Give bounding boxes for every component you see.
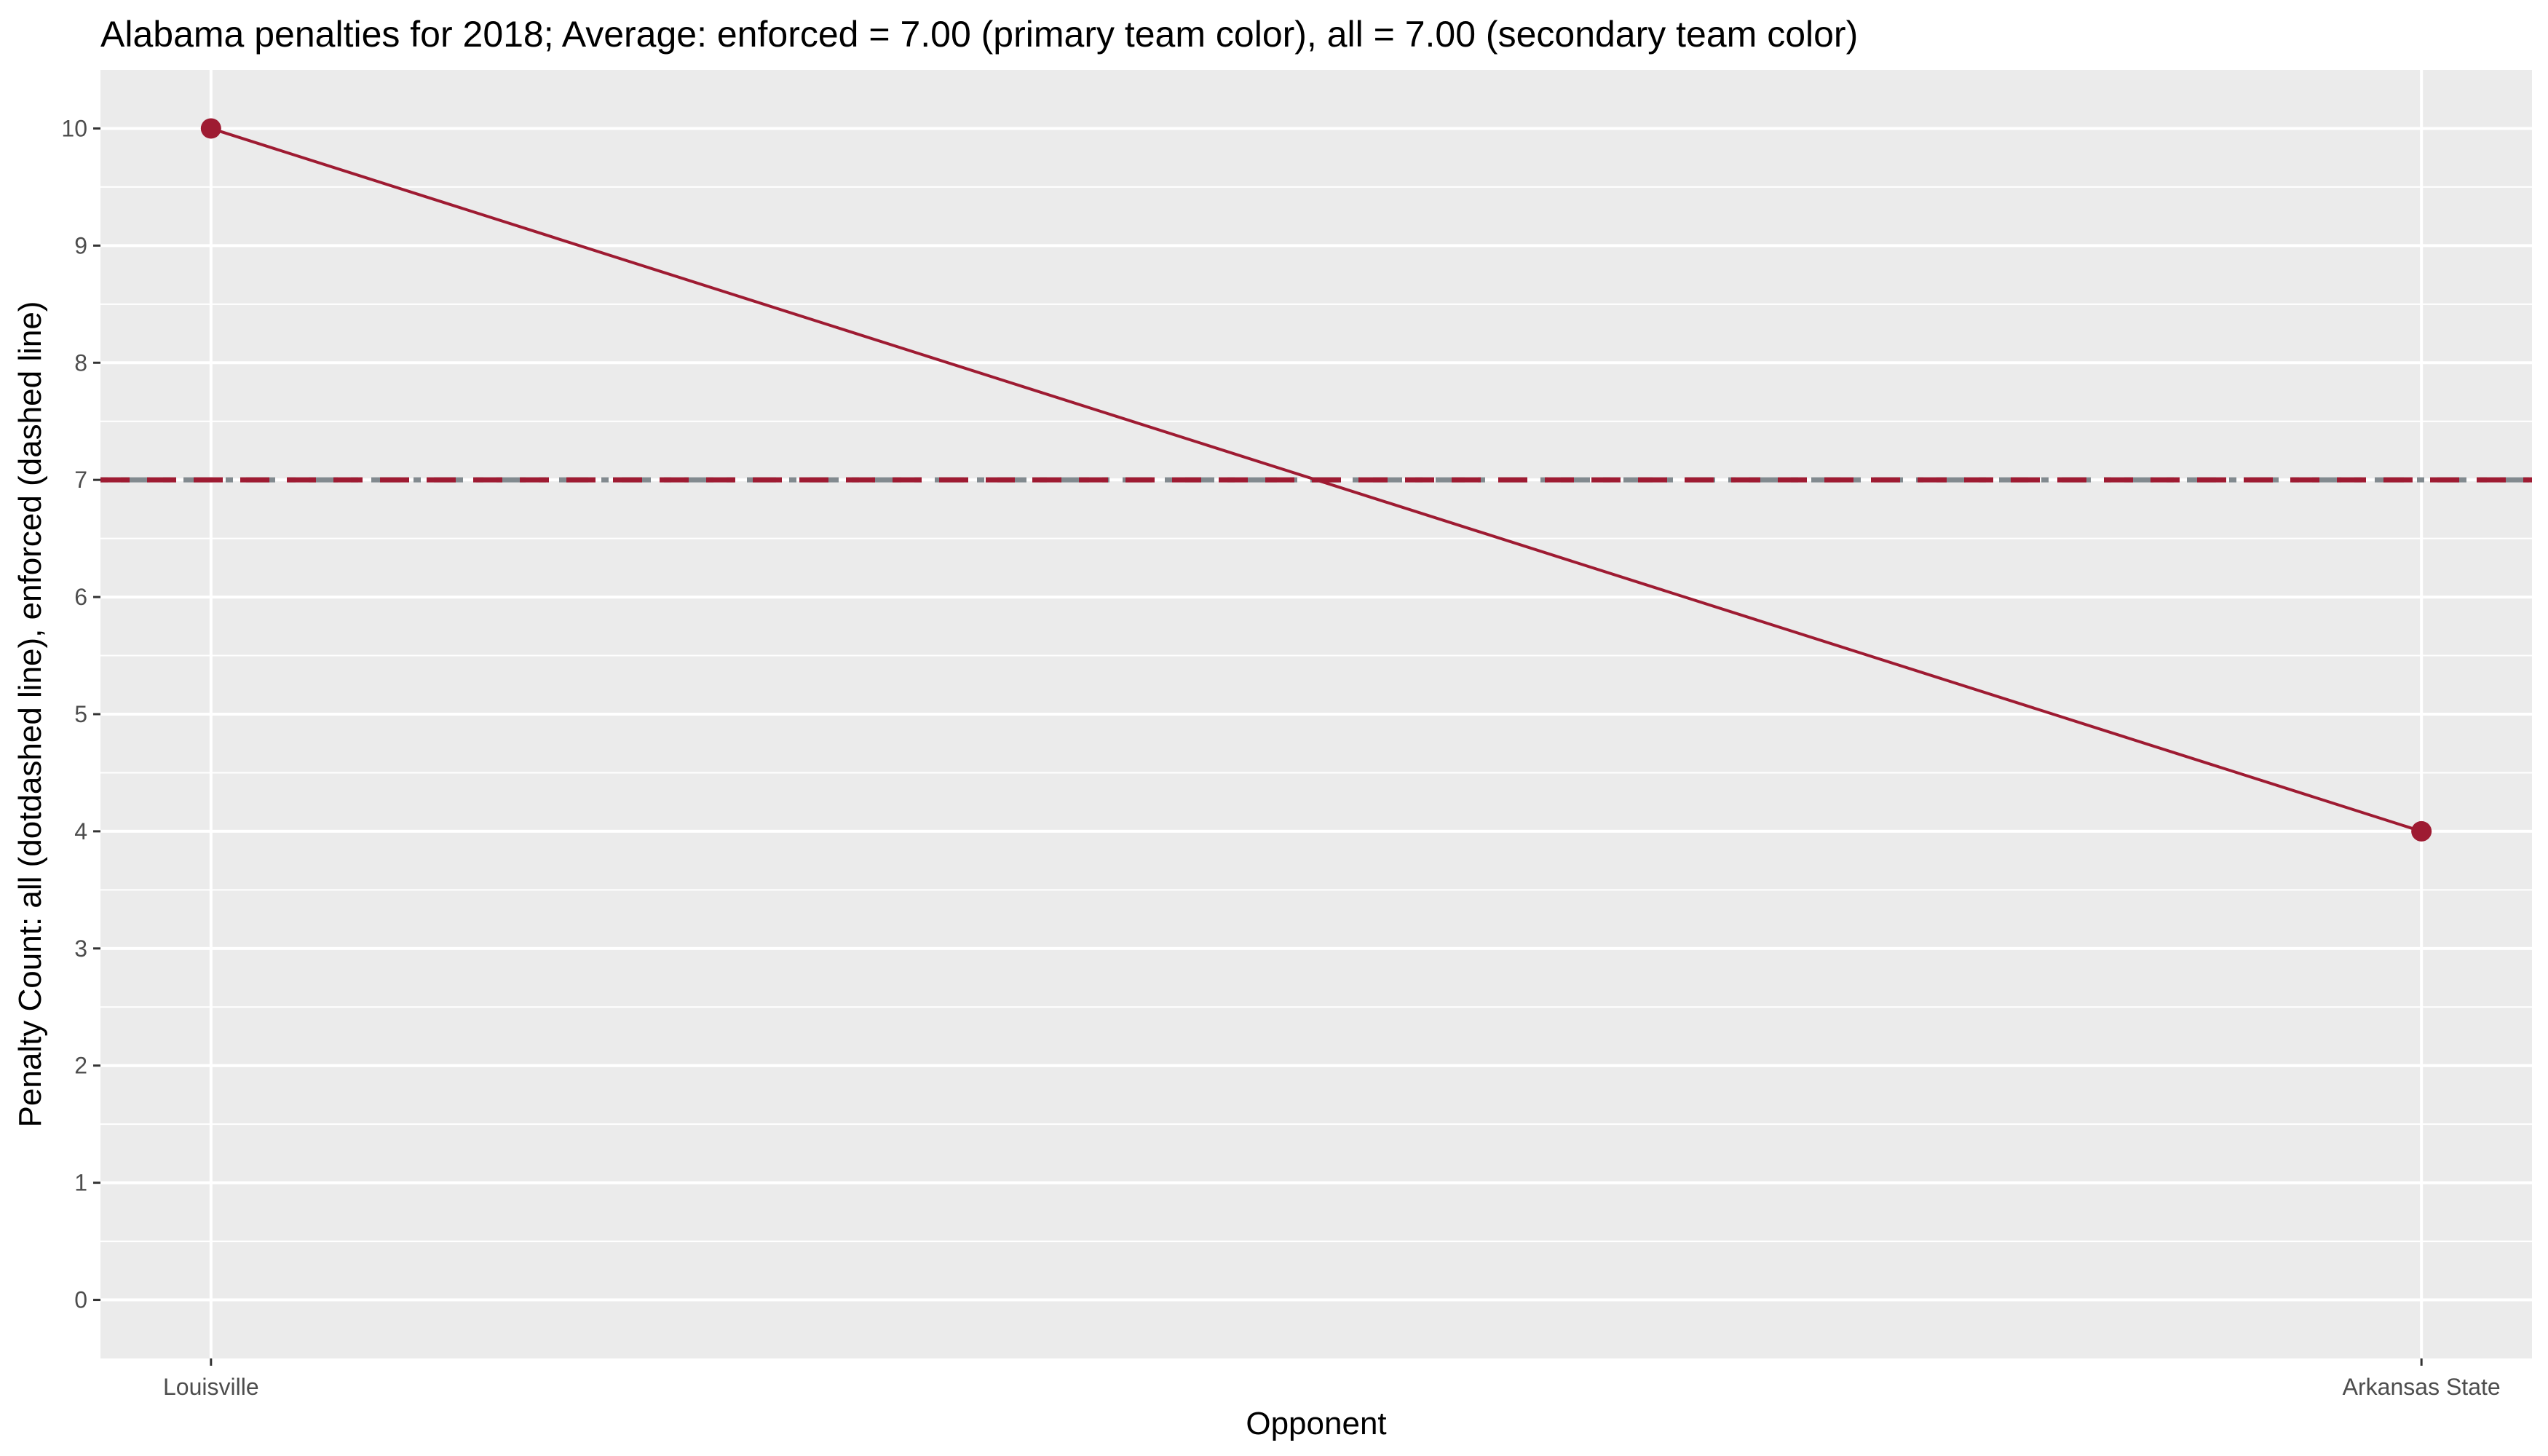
y-tick-label: 1 [74,1170,87,1196]
y-tick-label: 6 [74,584,87,610]
y-axis-title: Penalty Count: all (dotdashed line), enf… [12,301,48,1128]
y-tick-label: 3 [74,935,87,962]
x-axis-title: Opponent [1246,1406,1386,1441]
data-point [2411,820,2432,842]
x-axis: Louisville Arkansas State [163,1358,2501,1400]
series-line [210,127,2422,833]
chart-title: Alabama penalties for 2018; Average: enf… [100,14,1858,55]
series-layer [200,118,2432,842]
y-axis: 0 1 2 3 4 5 6 7 8 9 10 [61,115,100,1313]
x-tick-label: Louisville [163,1374,259,1400]
y-tick-label: 2 [74,1053,87,1079]
y-tick-label: 7 [74,467,87,493]
x-tick-label: Arkansas State [2343,1374,2501,1400]
y-tick-label: 0 [74,1287,87,1313]
y-tick-label: 8 [74,349,87,376]
y-tick-label: 10 [61,115,87,141]
y-tick-label: 5 [74,701,87,727]
y-tick-label: 9 [74,232,87,258]
y-tick-label: 4 [74,818,87,844]
data-point [200,118,221,139]
minor-gridlines [100,186,2532,1243]
